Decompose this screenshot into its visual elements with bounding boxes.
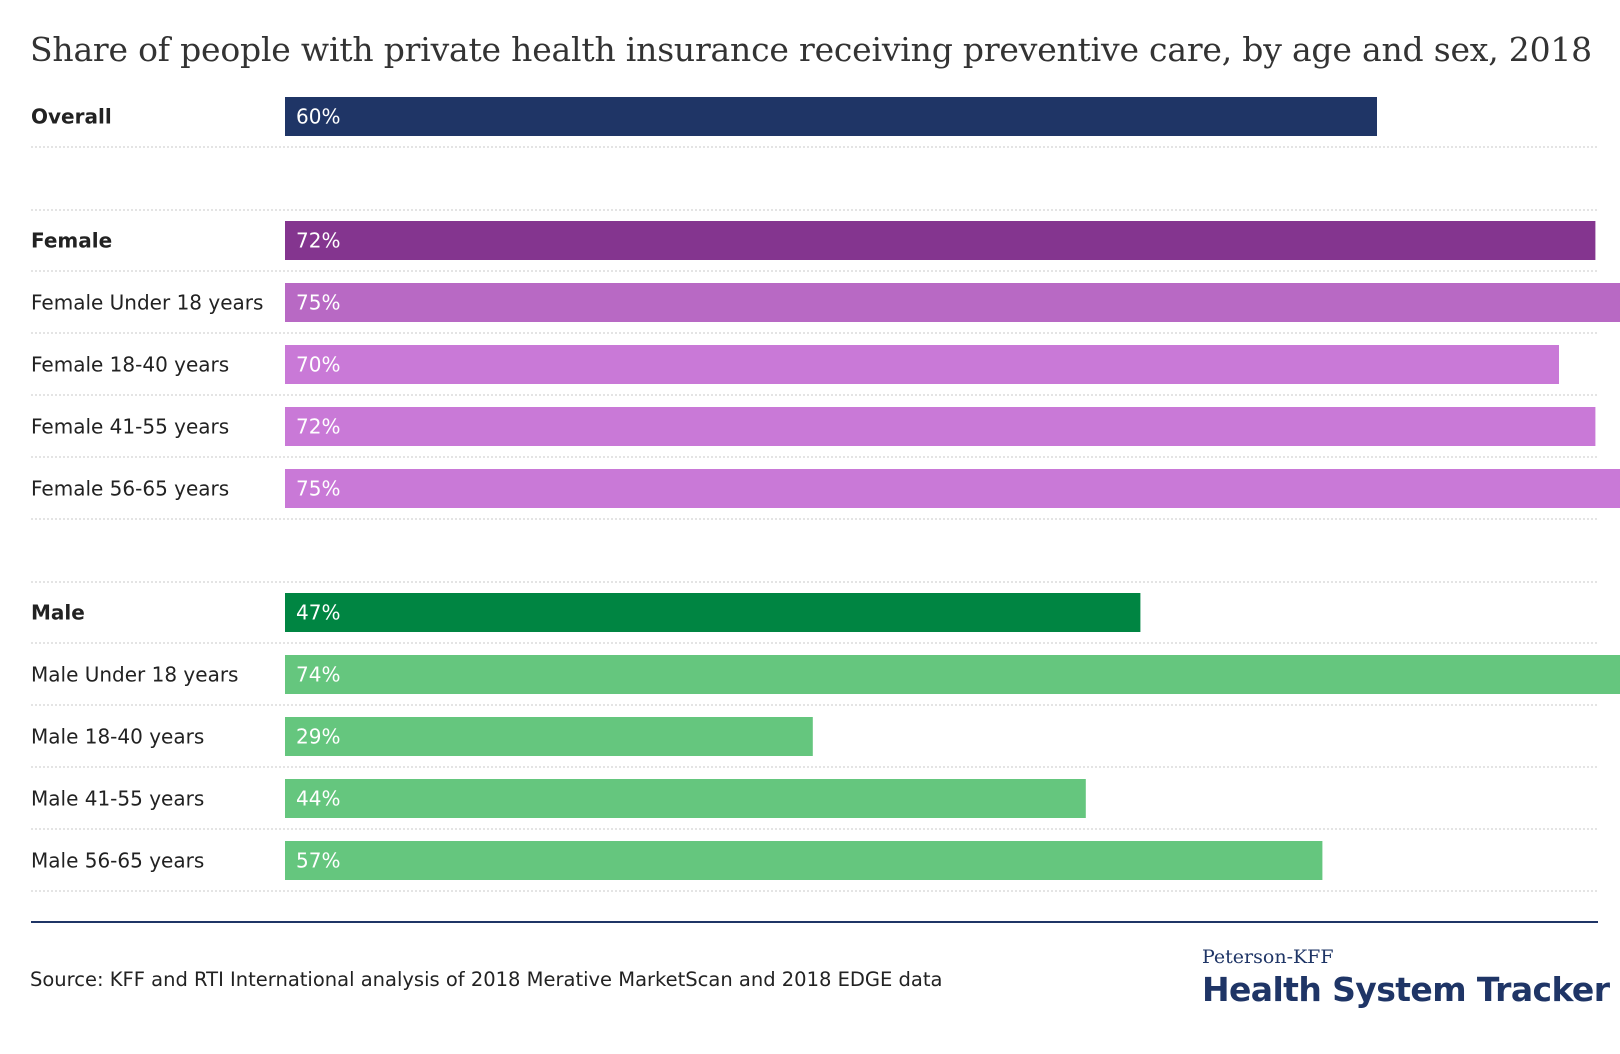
bar [285,283,1620,322]
category-label: Female 56-65 years [31,477,229,501]
bar-value-label: 75% [296,291,340,315]
bar-value-label: 57% [296,849,340,873]
category-label: Female Under 18 years [31,291,263,315]
bar [285,97,1377,136]
bar [285,655,1620,694]
bar [285,841,1323,880]
category-label: Overall [31,105,112,129]
bar-value-label: 72% [296,229,340,253]
logo-line-health-system-tracker: Health System Tracker [1202,970,1610,1009]
bar [285,717,813,756]
logo-line-peterson-kff: Peterson-KFF [1202,946,1334,968]
bar-value-label: 44% [296,787,340,811]
bar [285,469,1620,508]
bar-value-label: 75% [296,477,340,501]
bar [285,345,1559,384]
chart-title: Share of people with private health insu… [30,30,1592,69]
category-label: Female 41-55 years [31,415,229,439]
bar-value-label: 72% [296,415,340,439]
category-label: Male [31,601,85,625]
category-label: Female [31,229,112,253]
bar [285,593,1141,632]
bar-value-label: 60% [296,105,340,129]
bar [285,407,1596,446]
category-label: Male Under 18 years [31,663,238,687]
bar-value-label: 70% [296,353,340,377]
category-label: Male 41-55 years [31,787,204,811]
source-note: Source: KFF and RTI International analys… [30,968,943,991]
category-label: Female 18-40 years [31,353,229,377]
bar-value-label: 74% [296,663,340,687]
bar-value-label: 47% [296,601,340,625]
category-label: Male 56-65 years [31,849,204,873]
category-label: Male 18-40 years [31,725,204,749]
bar-value-label: 29% [296,725,340,749]
bar [285,221,1596,260]
bar [285,779,1086,818]
